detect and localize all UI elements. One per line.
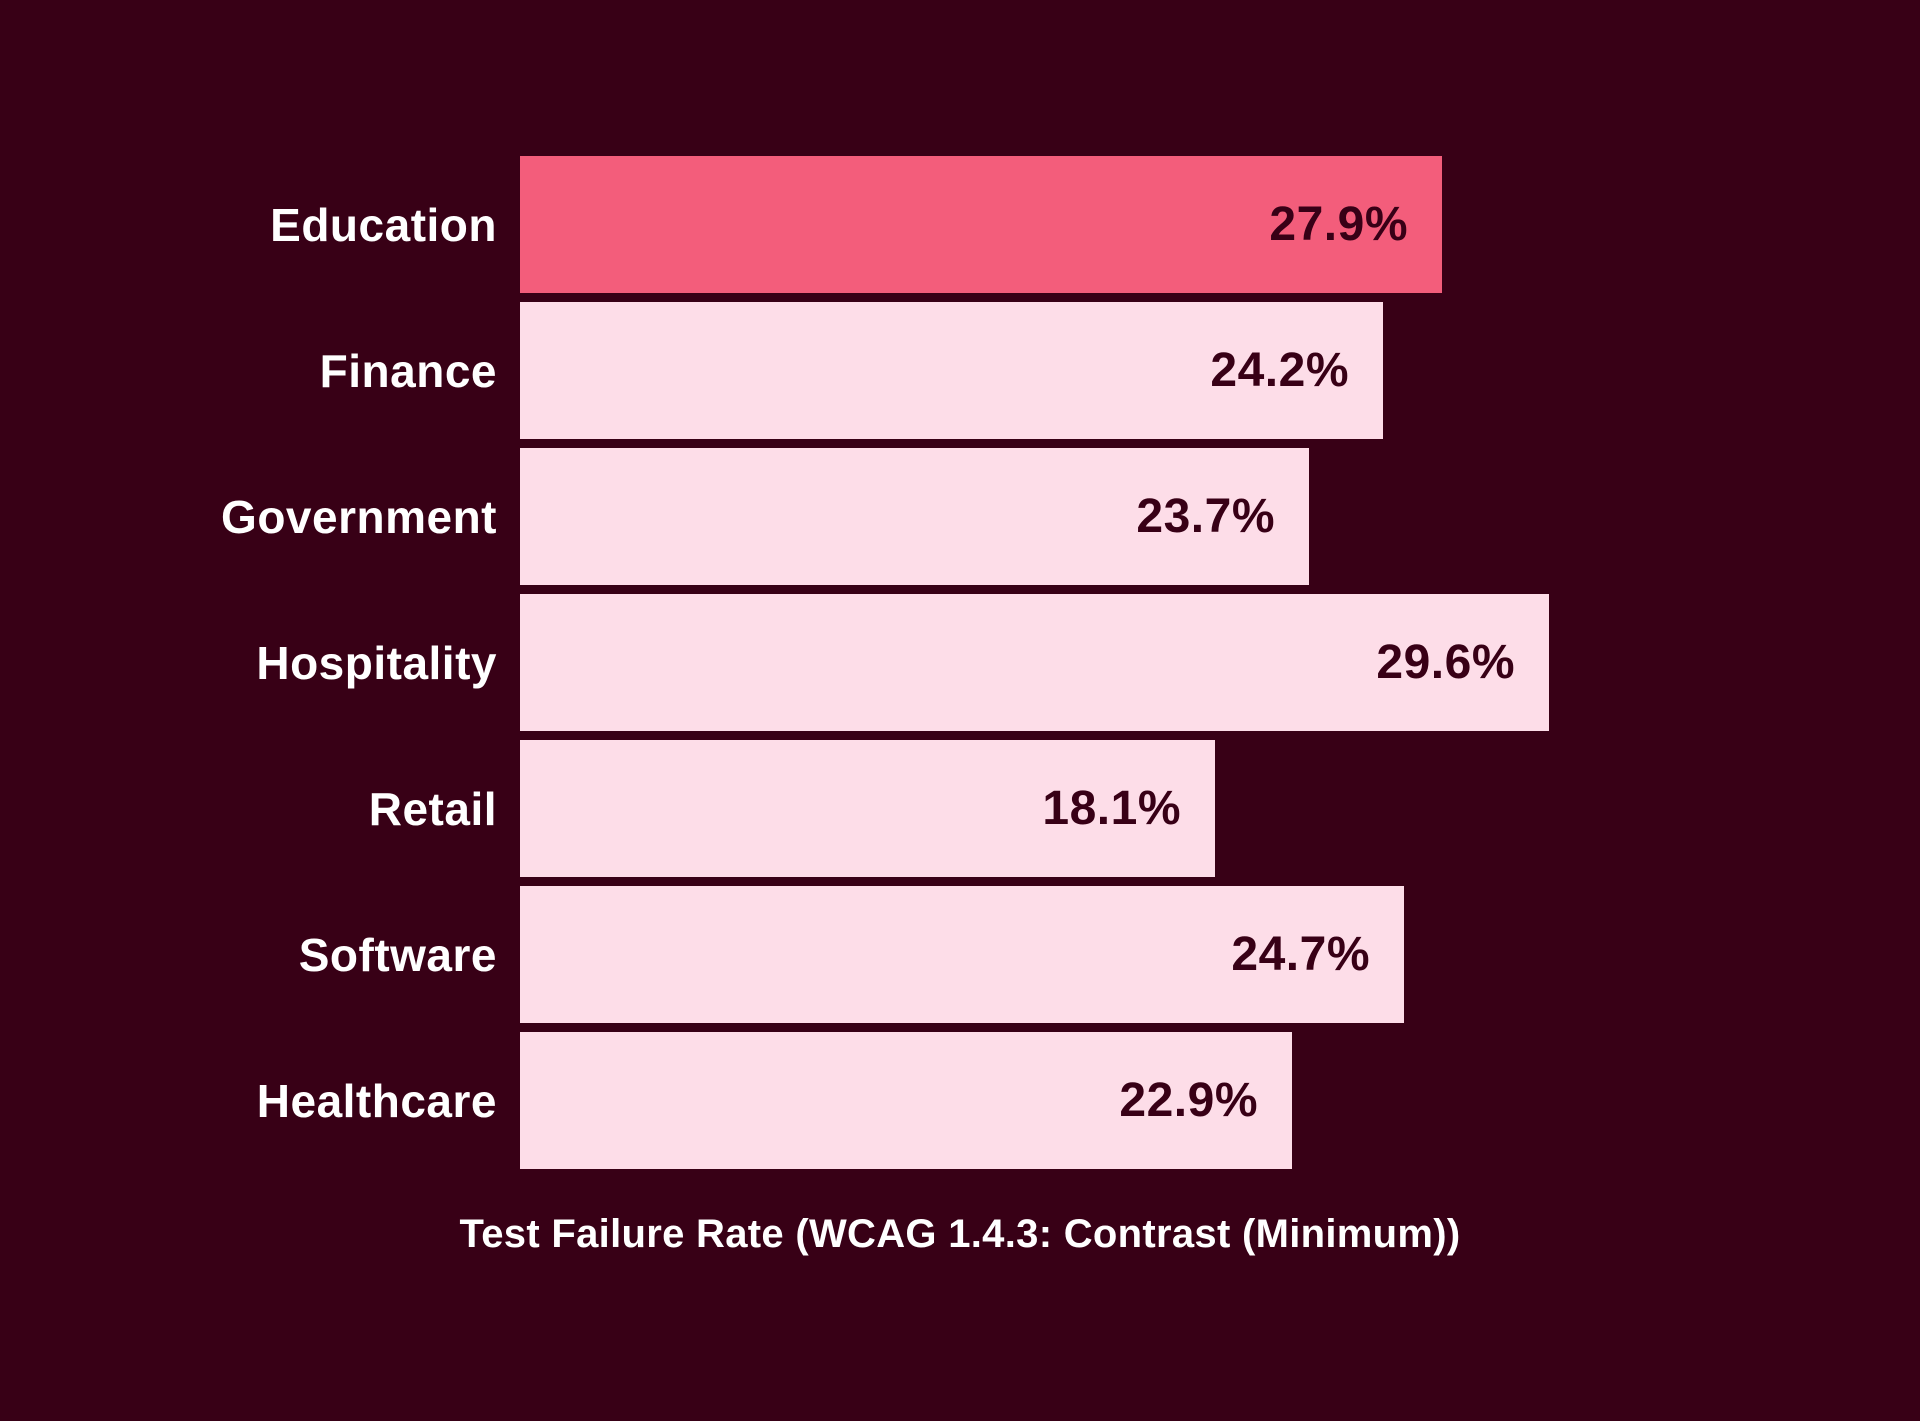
bar: 18.1% (520, 740, 1215, 877)
category-label: Finance (319, 344, 497, 397)
bar: 24.7% (520, 886, 1404, 1023)
chart-title: Test Failure Rate (WCAG 1.4.3: Contrast … (459, 1212, 1461, 1256)
category-label: Healthcare (256, 1074, 497, 1127)
value-label: 27.9% (1269, 198, 1408, 251)
bar: 23.7% (520, 448, 1309, 585)
bar: 29.6% (520, 594, 1549, 731)
bar: 22.9% (520, 1032, 1292, 1169)
bar-row: Finance 24.2% (0, 302, 1920, 439)
value-label: 18.1% (1042, 782, 1181, 835)
bar-row: Hospitality 29.6% (0, 594, 1920, 731)
value-label: 29.6% (1376, 636, 1515, 689)
bar-row: Retail 18.1% (0, 740, 1920, 877)
category-label: Hospitality (256, 636, 497, 689)
value-label: 24.2% (1210, 344, 1349, 397)
bar-row: Healthcare 22.9% (0, 1032, 1920, 1169)
category-label: Retail (368, 782, 497, 835)
bar: 24.2% (520, 302, 1383, 439)
value-label: 23.7% (1136, 490, 1275, 543)
category-label: Government (221, 490, 497, 543)
category-label: Software (298, 928, 497, 981)
bar-row: Software 24.7% (0, 886, 1920, 1023)
category-label: Education (270, 198, 497, 251)
value-label: 22.9% (1119, 1074, 1258, 1127)
bar: 27.9% (520, 156, 1442, 293)
bar-row: Government 23.7% (0, 448, 1920, 585)
bar-row: Education 27.9% (0, 156, 1920, 293)
value-label: 24.7% (1231, 928, 1370, 981)
